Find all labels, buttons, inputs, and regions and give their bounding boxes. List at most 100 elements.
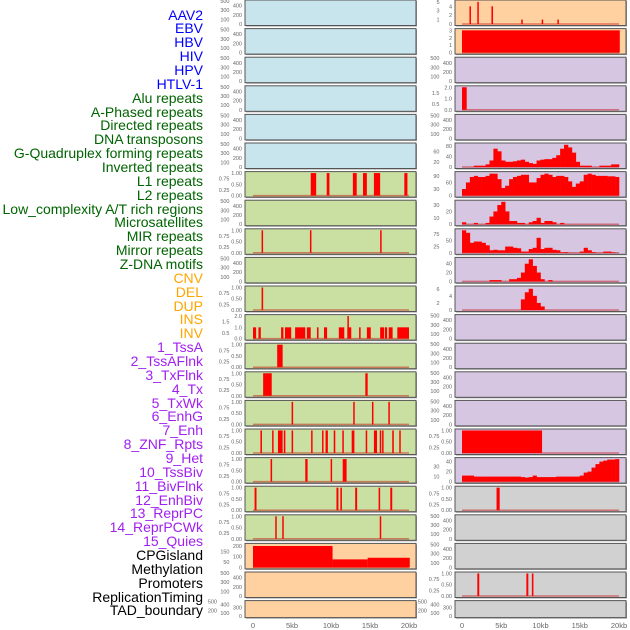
data-bar <box>351 430 355 453</box>
data-bar <box>404 173 408 196</box>
y-tick-label: 400 <box>233 576 242 582</box>
data-bar <box>282 516 284 539</box>
profile-bin <box>611 459 616 482</box>
data-bar <box>521 19 523 24</box>
profile-bin <box>524 263 530 282</box>
track-panel <box>244 199 417 227</box>
y-tick-label: 200 <box>443 413 452 419</box>
profile-bin <box>520 477 526 482</box>
y-tick-label: 0.75 <box>429 577 440 583</box>
data-bar <box>340 487 342 511</box>
profile-bin <box>528 288 533 310</box>
data-bar <box>365 373 368 396</box>
profile-bin <box>485 476 490 482</box>
profile-bin <box>489 160 494 167</box>
y-tick-label: 0 <box>449 251 452 257</box>
profile-bin <box>571 186 577 196</box>
data-bar <box>367 557 410 568</box>
track-panel <box>454 56 627 84</box>
y-tick-label: 1.00 <box>231 285 242 291</box>
track-panel <box>244 399 417 427</box>
profile-bin <box>532 163 537 167</box>
y-tick-label: 100 <box>430 361 439 367</box>
track-label: Alu repeats <box>132 89 203 106</box>
track-panel <box>454 399 627 427</box>
profile-bin <box>497 250 502 253</box>
y-tick-label: 0.50 <box>231 297 242 303</box>
y-tick-label: 0.75 <box>219 434 230 440</box>
profile-bin <box>567 476 573 482</box>
track-panel <box>244 228 417 255</box>
y-tick-label: 100 <box>430 332 439 338</box>
data-bar <box>275 516 277 539</box>
track-label: L2 repeats <box>136 186 203 203</box>
profile-bin <box>532 182 537 196</box>
profile-bin <box>505 246 510 253</box>
profile-bin <box>465 475 471 482</box>
profile-bin <box>587 165 592 167</box>
y-tick-label: 100 <box>220 160 229 166</box>
data-bar <box>309 230 312 253</box>
track-label: DEL <box>175 283 203 300</box>
profile-bin <box>516 160 522 167</box>
profile-bin <box>532 475 537 482</box>
data-bar <box>332 559 368 568</box>
y-tick-label: 3 <box>449 28 452 34</box>
y-tick-label: 100 <box>430 132 439 138</box>
profile-bin <box>489 476 494 482</box>
profile-bin <box>536 217 541 225</box>
track-panel <box>454 571 627 598</box>
track-panel <box>244 85 417 112</box>
profile-bin <box>520 251 526 253</box>
profile-bin <box>595 175 600 196</box>
data-bar <box>347 327 352 339</box>
profile-bin <box>528 249 533 253</box>
y-tick-label: 500 <box>220 28 229 34</box>
y-tick-label: 5 <box>436 0 439 6</box>
profile-bin <box>544 159 549 167</box>
y-tick-label: 1 <box>436 18 439 24</box>
track-label: 5_TxWk <box>151 394 203 411</box>
track-label: ReplicationTiming <box>92 588 203 605</box>
data-bar <box>295 327 306 339</box>
y-tick-label: 30 <box>433 465 439 471</box>
data-bar <box>353 401 355 425</box>
y-tick-label: 1.00 <box>231 171 242 177</box>
y-tick-label: 0.75 <box>429 491 440 497</box>
data-bar <box>399 430 401 453</box>
y-tick-label: 0 <box>239 108 242 114</box>
y-tick-label: 0 <box>449 394 452 400</box>
track-label: Directed repeats <box>100 117 203 134</box>
profile-bin <box>493 249 498 253</box>
y-tick-label: 500 <box>418 600 427 606</box>
profile-bin <box>603 165 608 167</box>
profile-bin <box>516 175 522 196</box>
track-label: 13_ReprPC <box>129 505 203 522</box>
track-label: A-Phased repeats <box>90 103 203 120</box>
y-tick-label: 300 <box>443 605 452 611</box>
profile-bin <box>544 221 549 225</box>
track-label: 9_Het <box>165 450 203 467</box>
profile-bin <box>505 476 510 482</box>
profile-bin <box>497 151 502 167</box>
profile-bin <box>607 459 612 482</box>
y-tick-label: 300 <box>220 65 229 71</box>
y-tick-label: 400 <box>443 318 452 324</box>
track-panel <box>454 85 627 112</box>
y-tick-label: 0.75 <box>219 177 230 183</box>
profile-bin <box>528 259 533 282</box>
profile-bin <box>509 179 514 196</box>
data-bar <box>352 173 357 196</box>
y-tick-label: 300 <box>220 580 229 586</box>
data-bar <box>557 19 559 24</box>
x-tick-label: 10kb <box>532 621 548 630</box>
x-tick-label: 10kb <box>323 621 339 630</box>
y-tick-label: 1.00 <box>231 514 242 520</box>
profile-bin <box>509 161 514 167</box>
data-bar <box>371 401 374 425</box>
track-label: HBV <box>174 34 203 51</box>
profile-bin <box>513 176 518 196</box>
data-bar <box>254 487 257 511</box>
y-tick-label: 400 <box>443 375 452 381</box>
y-tick-label: 300 <box>220 123 229 129</box>
